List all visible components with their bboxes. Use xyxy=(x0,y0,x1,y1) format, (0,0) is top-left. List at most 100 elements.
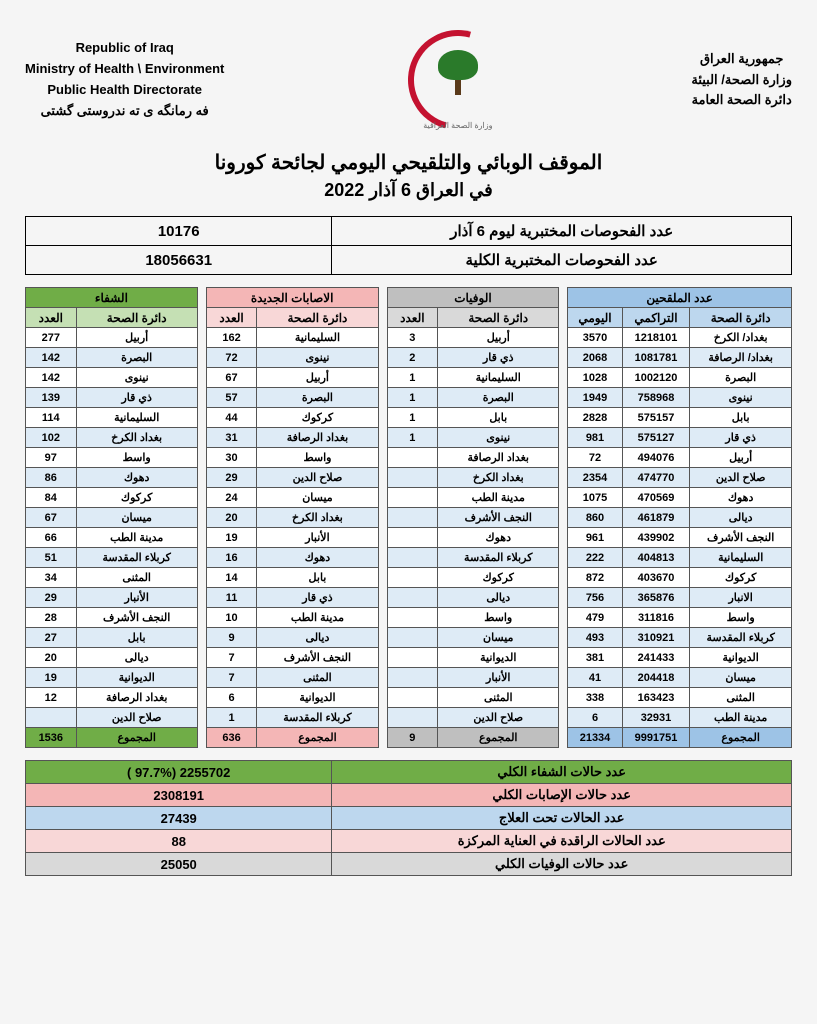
table-cell: 404813 xyxy=(622,548,690,568)
footer-value: 25050 xyxy=(26,853,332,876)
table-cell: بغداد الكرخ xyxy=(438,468,559,488)
col-header: دائرة الصحة xyxy=(690,308,792,328)
footer-label: عدد الحالات تحت العلاج xyxy=(332,807,792,830)
table-cell: 479 xyxy=(568,608,622,628)
table-cell: 142 xyxy=(26,348,77,368)
table-cell: بغداد/ الكرخ xyxy=(690,328,792,348)
table-cell: 381 xyxy=(568,648,622,668)
table-cell: 2 xyxy=(387,348,438,368)
table-cell: الديوانية xyxy=(76,668,197,688)
table-cell: دهوك xyxy=(257,548,378,568)
table-cell: 28 xyxy=(26,608,77,628)
table-cell: واسط xyxy=(76,448,197,468)
table-cell: 66 xyxy=(26,528,77,548)
table-cell: أربيل xyxy=(76,328,197,348)
table-cell: 24 xyxy=(206,488,257,508)
table-cell xyxy=(387,568,438,588)
table-cell: بغداد الرصافة xyxy=(257,428,378,448)
table-cell: 470569 xyxy=(622,488,690,508)
table-cell: ذي قار xyxy=(438,348,559,368)
table-cell: صلاح الدين xyxy=(257,468,378,488)
summary-table: عدد الفحوصات المختبرية ليوم 6 آذار 10176… xyxy=(25,216,792,275)
total-value: 21334 xyxy=(568,728,622,748)
section-title: الوفيات xyxy=(387,288,559,308)
total-label: المجموع xyxy=(690,728,792,748)
table-cell: 72 xyxy=(206,348,257,368)
vaccinated-table: عدد الملقحيندائرة الصحةالتراكمياليوميبغد… xyxy=(567,287,792,748)
table-cell: ميسان xyxy=(257,488,378,508)
table-cell: السليمانية xyxy=(257,328,378,348)
table-cell: نينوى xyxy=(690,388,792,408)
table-cell: 311816 xyxy=(622,608,690,628)
table-cell xyxy=(387,528,438,548)
table-cell: 67 xyxy=(26,508,77,528)
footer-value: 2255702 (97.7% ) xyxy=(26,761,332,784)
total-value: 636 xyxy=(206,728,257,748)
table-cell: بغداد الكرخ xyxy=(257,508,378,528)
section-title: الشفاء xyxy=(26,288,198,308)
table-cell: 102 xyxy=(26,428,77,448)
table-cell: السليمانية xyxy=(438,368,559,388)
table-cell: البصرة xyxy=(257,388,378,408)
table-cell: 86 xyxy=(26,468,77,488)
table-cell: بغداد/ الرصافة xyxy=(690,348,792,368)
table-cell: 7 xyxy=(206,648,257,668)
table-cell xyxy=(387,708,438,728)
table-cell: 6 xyxy=(206,688,257,708)
table-cell: ميسان xyxy=(690,668,792,688)
table-cell: 1 xyxy=(206,708,257,728)
table-cell xyxy=(26,708,77,728)
table-cell: كركوك xyxy=(438,568,559,588)
table-cell: الأنبار xyxy=(438,668,559,688)
table-cell xyxy=(387,548,438,568)
table-cell: نينوى xyxy=(257,348,378,368)
table-cell: كركوك xyxy=(690,568,792,588)
table-cell: البصرة xyxy=(690,368,792,388)
table-cell: 34 xyxy=(26,568,77,588)
table-cell: الانبار xyxy=(690,588,792,608)
table-cell: 162 xyxy=(206,328,257,348)
title-main: الموقف الوبائي والتلقيحي اليومي لجائحة ك… xyxy=(25,150,792,175)
table-cell: 44 xyxy=(206,408,257,428)
table-cell: 97 xyxy=(26,448,77,468)
table-cell: 11 xyxy=(206,588,257,608)
table-cell: الأنبار xyxy=(257,528,378,548)
col-header: التراكمي xyxy=(622,308,690,328)
col-header: العدد xyxy=(206,308,257,328)
table-cell: 310921 xyxy=(622,628,690,648)
table-cell: كربلاء المقدسة xyxy=(257,708,378,728)
table-cell: المثنى xyxy=(257,668,378,688)
table-cell: 2068 xyxy=(568,348,622,368)
section-title: الاصابات الجديدة xyxy=(206,288,378,308)
deaths-table: الوفياتدائرة الصحةالعددأربيل3ذي قار2السل… xyxy=(387,287,560,748)
table-cell: 758968 xyxy=(622,388,690,408)
table-cell: المثنى xyxy=(690,688,792,708)
col-header: دائرة الصحة xyxy=(76,308,197,328)
table-cell: الديوانية xyxy=(438,648,559,668)
table-cell: 20 xyxy=(26,648,77,668)
table-cell: دهوك xyxy=(438,528,559,548)
table-cell xyxy=(387,608,438,628)
table-cell: مدينة الطب xyxy=(76,528,197,548)
table-cell: 2828 xyxy=(568,408,622,428)
table-cell: أربيل xyxy=(438,328,559,348)
table-cell: 12 xyxy=(26,688,77,708)
table-cell xyxy=(387,588,438,608)
table-cell: النجف الأشرف xyxy=(76,608,197,628)
table-cell: ديالى xyxy=(690,508,792,528)
table-cell: نينوى xyxy=(76,368,197,388)
table-cell: 29 xyxy=(26,588,77,608)
table-cell: ديالى xyxy=(76,648,197,668)
table-cell: مدينة الطب xyxy=(257,608,378,628)
main-data-grid: الشفاءدائرة الصحةالعددأربيل277البصرة142ن… xyxy=(25,287,792,748)
table-cell: 16 xyxy=(206,548,257,568)
table-cell: نينوى xyxy=(438,428,559,448)
table-cell: واسط xyxy=(257,448,378,468)
table-cell: 1028 xyxy=(568,368,622,388)
header-left: Republic of Iraq Ministry of Health \ En… xyxy=(25,38,224,121)
col-header: العدد xyxy=(26,308,77,328)
table-cell: 461879 xyxy=(622,508,690,528)
table-cell: واسط xyxy=(690,608,792,628)
table-cell: الأنبار xyxy=(76,588,197,608)
cases-table: الاصابات الجديدةدائرة الصحةالعددالسليمان… xyxy=(206,287,379,748)
